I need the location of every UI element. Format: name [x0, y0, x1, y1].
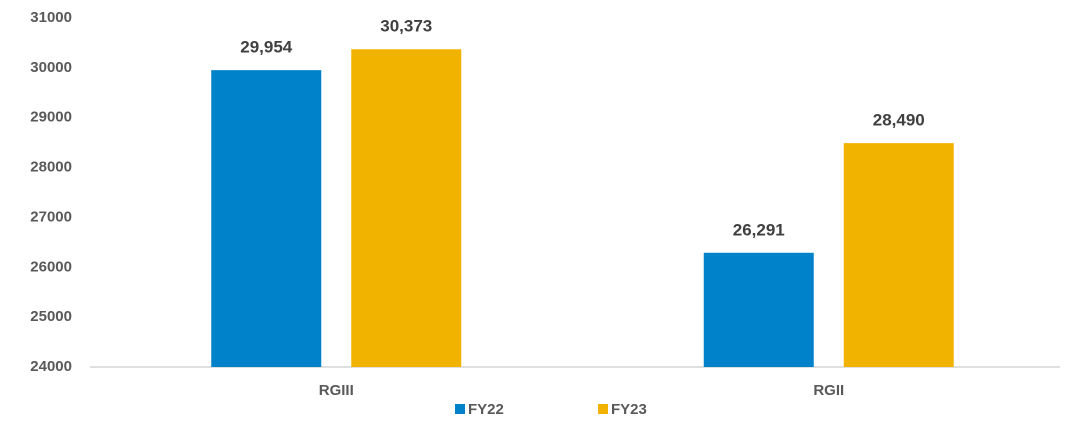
y-tick-label: 25000	[30, 308, 72, 325]
bar	[211, 70, 322, 367]
bar	[843, 143, 954, 367]
legend-label: FY23	[611, 401, 647, 418]
y-tick-label: 31000	[30, 9, 72, 26]
y-tick-label: 24000	[30, 358, 72, 375]
y-tick-label: 27000	[30, 208, 72, 225]
y-tick-label: 30000	[30, 59, 72, 76]
value-label: 29,954	[240, 38, 293, 57]
x-tick-label: RGII	[813, 382, 844, 399]
y-tick-label: 28000	[30, 159, 72, 176]
legend-swatch	[598, 404, 608, 414]
bar	[703, 252, 814, 367]
x-tick-label: RGIII	[319, 382, 354, 399]
y-tick-label: 26000	[30, 258, 72, 275]
legend-swatch	[455, 404, 465, 414]
legend-label: FY22	[468, 401, 504, 418]
bar	[351, 49, 462, 367]
value-label: 26,291	[733, 220, 785, 239]
y-tick-label: 29000	[30, 109, 72, 126]
value-label: 30,373	[380, 17, 432, 36]
value-label: 28,490	[873, 111, 925, 130]
